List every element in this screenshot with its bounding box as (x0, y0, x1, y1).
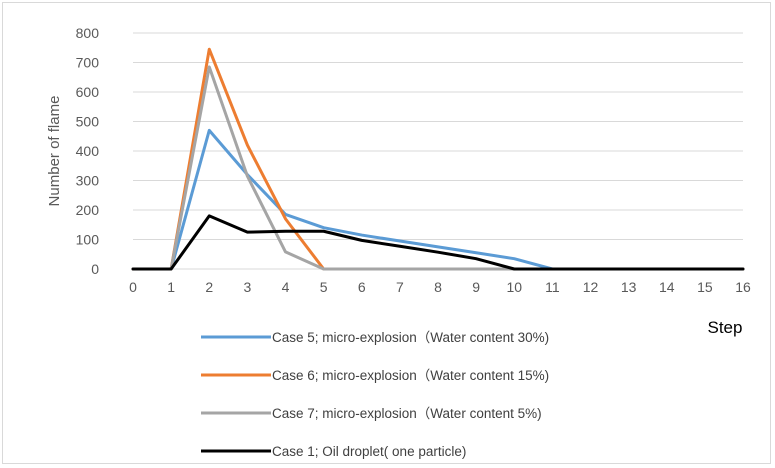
series-lines (131, 47, 745, 271)
series-line-3 (131, 65, 745, 271)
y-tick-label: 500 (76, 114, 100, 130)
x-tick-label: 9 (472, 279, 480, 295)
y-tick-label: 700 (76, 55, 100, 71)
x-tick-label: 0 (129, 279, 137, 295)
x-tick-label: 3 (243, 279, 251, 295)
legend-label-2: Case 6; micro-explosion（Water content 15… (272, 368, 549, 383)
x-tick-label: 8 (434, 279, 442, 295)
x-tick-label: 12 (583, 279, 599, 295)
x-tick-label: 5 (320, 279, 328, 295)
y-tick-label: 800 (76, 25, 100, 41)
x-tick-label: 14 (659, 279, 675, 295)
x-tick-label: 11 (545, 279, 560, 295)
x-tick-label: 6 (358, 279, 366, 295)
legend: Case 5; micro-explosion（Water content 30… (201, 330, 549, 459)
y-axis-title: Number of flame (46, 96, 63, 207)
x-axis-title: Step (708, 318, 743, 337)
chart-frame: 0 100 200 300 400 500 600 700 800 0 1 2 3 4 5 6 7 8 9 10 11… (2, 2, 771, 464)
gridlines (133, 32, 743, 270)
legend-label-1: Case 5; micro-explosion（Water content 30… (272, 330, 549, 345)
y-tick-label: 300 (76, 173, 100, 189)
legend-label-4: Case 1; Oil droplet( one particle) (272, 444, 466, 459)
y-tick-label: 100 (76, 232, 100, 248)
x-tick-labels: 0 1 2 3 4 5 6 7 8 9 10 11 12 13 14 15 16 (129, 279, 751, 295)
series-line-4 (131, 214, 745, 271)
x-tick-label: 15 (697, 279, 713, 295)
x-tick-label: 10 (506, 279, 522, 295)
series-line-2 (131, 47, 745, 271)
x-tick-label: 2 (205, 279, 213, 295)
y-tick-label: 400 (76, 143, 100, 159)
y-tick-label: 600 (76, 84, 100, 100)
x-tick-label: 7 (396, 279, 404, 295)
legend-label-3: Case 7; micro-explosion（Water content 5%… (272, 406, 542, 421)
y-tick-label: 0 (91, 261, 99, 277)
y-tick-label: 200 (76, 202, 100, 218)
x-tick-label: 13 (621, 279, 637, 295)
y-tick-labels: 0 100 200 300 400 500 600 700 800 (76, 25, 100, 277)
x-tick-label: 1 (167, 279, 175, 295)
x-tick-label: 4 (282, 279, 290, 295)
x-tick-label: 16 (735, 279, 751, 295)
